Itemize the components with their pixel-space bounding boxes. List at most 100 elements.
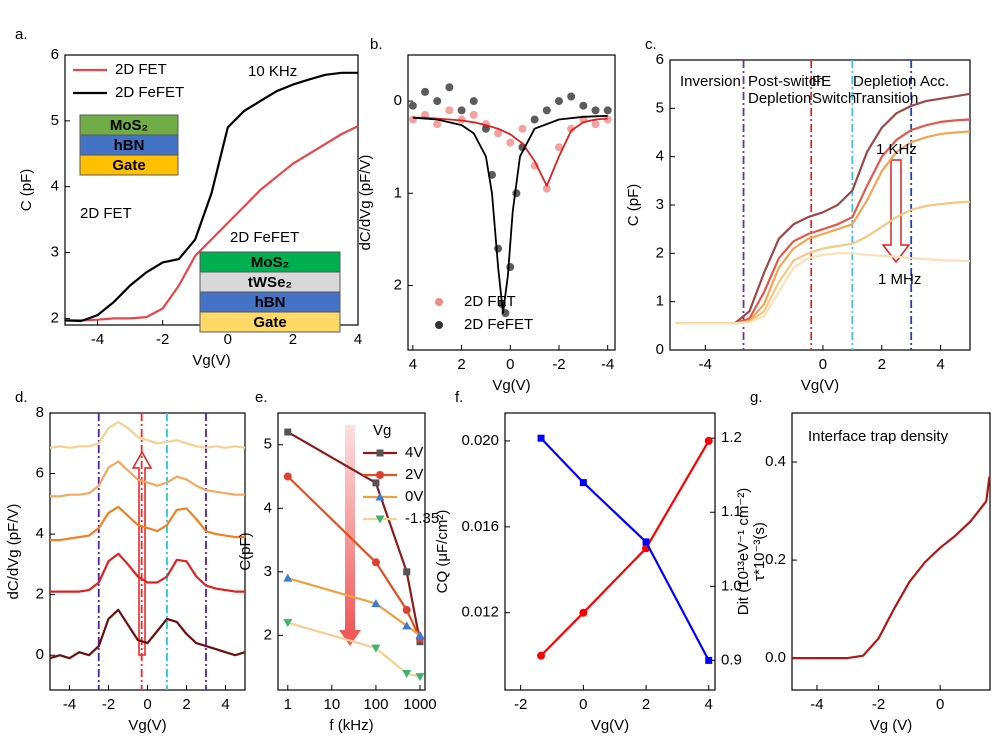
panel-label: b. [370, 36, 383, 53]
marker [445, 83, 454, 92]
y-tick-label: 3 [51, 244, 59, 261]
y-axis-label: C (pF) [18, 169, 35, 212]
x-tick-label: 0 [579, 696, 587, 713]
annotation: 2D FET [80, 205, 132, 222]
marker [283, 472, 292, 481]
x-tick-label: 1 [284, 696, 292, 713]
layer-label: MoS₂ [251, 254, 289, 271]
marker [579, 479, 587, 487]
annotation: Acc. [920, 73, 949, 90]
layer-label: hBN [114, 137, 145, 154]
x-tick-label: -4 [91, 331, 104, 348]
marker [705, 656, 713, 664]
legend-label: 2D FET [464, 293, 516, 310]
y-axis-label: dC/dVg (pF/V) [357, 155, 374, 251]
y-tick-label: 0 [394, 92, 402, 109]
marker [506, 138, 515, 147]
marker [372, 479, 380, 487]
y-tick-label: 0.4 [765, 453, 786, 470]
series-line [50, 505, 245, 542]
legend-title: Vg [373, 422, 391, 439]
x-tick-label: -2 [514, 696, 527, 713]
x-tick-label: 2 [457, 356, 465, 373]
x-tick-label: 2 [289, 331, 297, 348]
annotation: 10 KHz [248, 63, 297, 80]
marker [494, 244, 503, 253]
marker [376, 471, 384, 479]
y-tick-label: 4 [36, 525, 44, 542]
x-tick-label: -2 [872, 696, 885, 713]
x-tick-label: 0 [506, 356, 514, 373]
legend-label: -1.35 [405, 510, 439, 527]
annotation: Depletion [748, 90, 811, 107]
annotation: Switch [812, 90, 856, 107]
panel-label: c. [645, 36, 657, 53]
x-axis-label: f (kHz) [329, 717, 373, 734]
marker [408, 101, 417, 110]
layer-label: Gate [253, 314, 286, 331]
panel-label: a. [15, 26, 28, 43]
marker [371, 644, 381, 653]
x-tick-label: -4 [601, 356, 614, 373]
legend-label: 2D FeFET [115, 84, 184, 101]
marker [402, 669, 412, 678]
marker [402, 605, 411, 614]
marker [283, 573, 293, 582]
y-tick-label: 2 [264, 626, 272, 643]
x-tick-label: 100 [363, 696, 388, 713]
x-tick-label: 0 [819, 356, 827, 373]
y-axis-label: C(pF) [237, 532, 254, 570]
marker [567, 124, 576, 133]
marker [567, 92, 576, 101]
y-tick-label: 2 [36, 586, 44, 603]
marker [421, 87, 430, 96]
series-line [50, 460, 245, 498]
x-tick-label: 2 [878, 356, 886, 373]
panel-label: e. [255, 389, 268, 406]
layer-label: MoS₂ [110, 117, 148, 134]
y2-tick-label: 1.0 [721, 577, 742, 594]
gate-arrow-shaft [345, 425, 355, 630]
marker [530, 115, 539, 124]
annotation: 1 MHz [878, 271, 921, 288]
y-tick-label: 1 [656, 293, 664, 310]
series-line [412, 116, 608, 187]
x-tick-label: 4 [936, 356, 944, 373]
x-tick-label: 10 [324, 696, 341, 713]
marker [433, 97, 442, 106]
series-line [540, 440, 710, 657]
x-axis-label: Vg(V) [591, 717, 629, 734]
y-tick-label: 5 [656, 99, 664, 116]
y-tick-label: 0.2 [765, 551, 786, 568]
y-tick-label: 3 [656, 196, 664, 213]
marker [642, 538, 650, 546]
y-tick-label: 6 [36, 465, 44, 482]
x-tick-label: 4 [705, 696, 713, 713]
x-tick-label: 1000 [403, 696, 436, 713]
y2-tick-label: 1.2 [721, 429, 742, 446]
y-tick-label: 2 [51, 309, 59, 326]
y-tick-label: 0 [36, 646, 44, 663]
series-line [287, 475, 421, 639]
series-line [49, 608, 246, 660]
x-tick-label: -2 [156, 331, 169, 348]
marker [283, 619, 293, 628]
x-tick-label: -2 [102, 696, 115, 713]
y-tick-label: 0 [656, 341, 664, 358]
y-tick-label: 2 [394, 276, 402, 293]
x-tick-label: 2 [182, 696, 190, 713]
layer-label: tWSe₂ [248, 274, 292, 291]
series-line [792, 476, 991, 660]
marker [402, 621, 412, 630]
y-tick-label: 2 [656, 244, 664, 261]
marker [403, 568, 411, 576]
marker [603, 115, 612, 124]
marker [445, 106, 454, 115]
series-line [50, 552, 245, 593]
x-tick-label: 2 [642, 696, 650, 713]
series-line [287, 621, 421, 678]
x-tick-label: -2 [552, 356, 565, 373]
annotation: Depletion [853, 73, 916, 90]
